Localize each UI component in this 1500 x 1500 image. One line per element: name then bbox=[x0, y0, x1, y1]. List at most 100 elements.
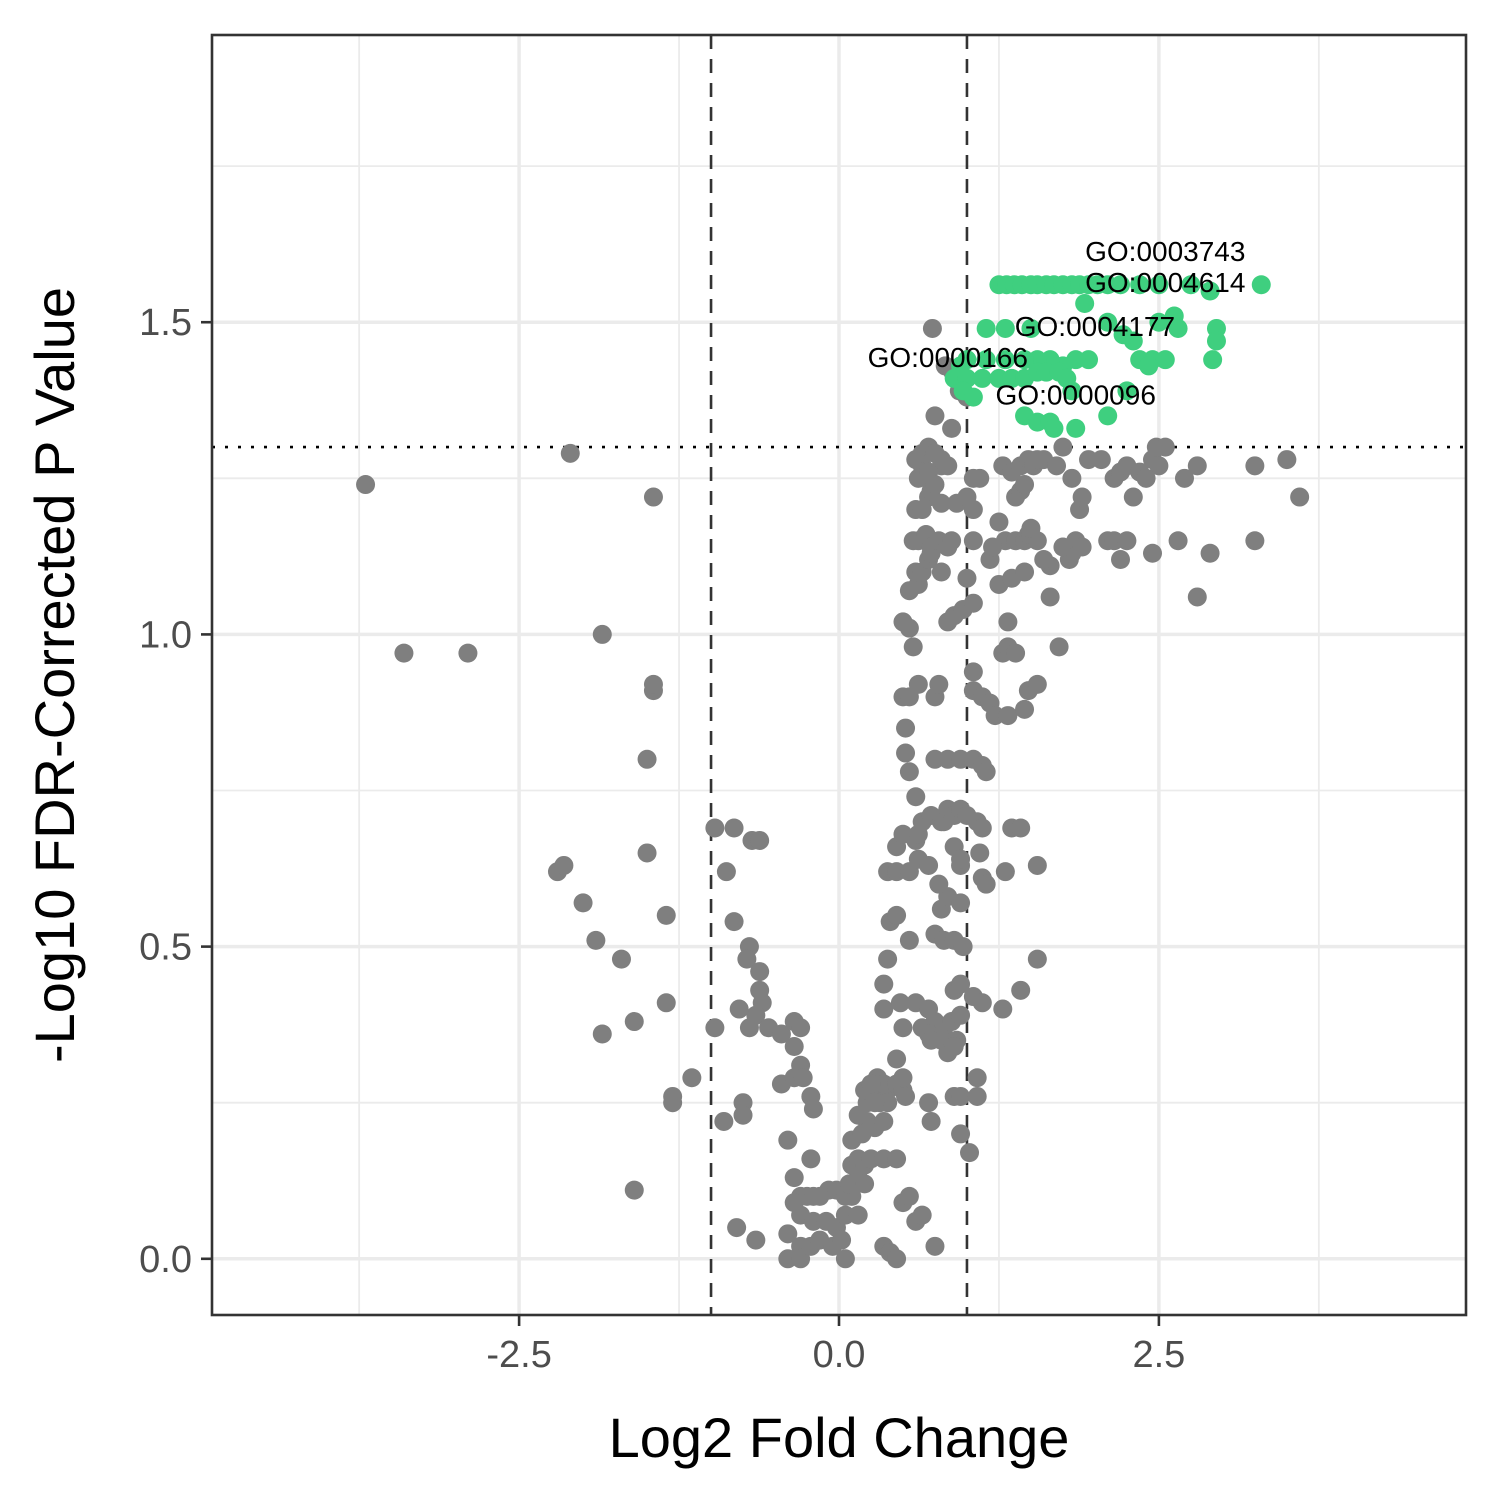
non-significant-point bbox=[791, 1018, 811, 1038]
go-term-label: GO:0003743 bbox=[1085, 236, 1245, 267]
non-significant-point bbox=[778, 1130, 798, 1150]
non-significant-point bbox=[921, 1111, 941, 1131]
go-term-label: GO:0004614 bbox=[1085, 267, 1245, 298]
non-significant-point bbox=[976, 762, 996, 782]
significant-point bbox=[1203, 350, 1223, 370]
non-significant-point bbox=[682, 1068, 702, 1088]
non-significant-point bbox=[656, 993, 676, 1013]
non-significant-point bbox=[929, 874, 949, 894]
non-significant-point bbox=[1027, 855, 1047, 875]
x-tick-label: 0.0 bbox=[813, 1334, 866, 1376]
significant-point bbox=[1066, 418, 1086, 438]
non-significant-point bbox=[963, 662, 983, 682]
non-significant-point bbox=[1011, 818, 1031, 838]
non-significant-point bbox=[793, 1068, 813, 1088]
non-significant-point bbox=[922, 318, 942, 338]
x-tick-label: 2.5 bbox=[1132, 1334, 1185, 1376]
non-significant-point bbox=[1049, 637, 1069, 657]
non-significant-point bbox=[925, 1236, 945, 1256]
significant-point bbox=[1130, 275, 1150, 295]
non-significant-point bbox=[963, 500, 983, 520]
y-tick-label: 1.5 bbox=[139, 302, 192, 344]
non-significant-point bbox=[1027, 674, 1047, 694]
significant-point bbox=[1149, 312, 1169, 332]
non-significant-point bbox=[963, 593, 983, 613]
x-axis-title: Log2 Fold Change bbox=[609, 1406, 1070, 1469]
non-significant-point bbox=[714, 1111, 734, 1131]
non-significant-point bbox=[724, 912, 744, 932]
non-significant-point bbox=[976, 874, 996, 894]
significant-point bbox=[976, 350, 996, 370]
non-significant-point bbox=[1200, 543, 1220, 563]
non-significant-point bbox=[643, 674, 663, 694]
non-significant-point bbox=[737, 949, 757, 969]
non-significant-point bbox=[1149, 456, 1169, 476]
non-significant-point bbox=[887, 1149, 907, 1169]
non-significant-point bbox=[1006, 643, 1026, 663]
non-significant-point bbox=[1245, 456, 1265, 476]
non-significant-point bbox=[560, 443, 580, 463]
y-tick-label: 0.5 bbox=[139, 927, 192, 969]
non-significant-point bbox=[908, 674, 928, 694]
non-significant-point bbox=[832, 1230, 852, 1250]
non-significant-point bbox=[887, 1049, 907, 1069]
significant-point bbox=[1123, 331, 1143, 351]
non-significant-point bbox=[951, 974, 971, 994]
non-significant-point bbox=[919, 1093, 939, 1113]
significant-point bbox=[1098, 312, 1118, 332]
non-significant-point bbox=[1187, 456, 1207, 476]
significant-point bbox=[1075, 293, 1095, 313]
non-significant-point bbox=[750, 830, 770, 850]
non-significant-point bbox=[1117, 531, 1137, 551]
non-significant-point bbox=[1290, 487, 1310, 507]
non-significant-point bbox=[951, 849, 971, 869]
non-significant-point bbox=[771, 1024, 791, 1044]
non-significant-point bbox=[1174, 468, 1194, 488]
non-significant-point bbox=[733, 1105, 753, 1125]
non-significant-point bbox=[972, 818, 992, 838]
significant-point bbox=[1200, 281, 1220, 301]
non-significant-point bbox=[944, 1037, 964, 1057]
non-significant-point bbox=[643, 487, 663, 507]
non-significant-point bbox=[778, 1224, 798, 1244]
non-significant-point bbox=[972, 993, 992, 1013]
non-significant-point bbox=[951, 1086, 971, 1106]
non-significant-point bbox=[1155, 437, 1175, 457]
non-significant-point bbox=[611, 949, 631, 969]
significant-point bbox=[972, 368, 992, 388]
non-significant-point bbox=[899, 930, 919, 950]
x-tick-label: -2.5 bbox=[486, 1334, 551, 1376]
non-significant-point bbox=[919, 855, 939, 875]
non-significant-point bbox=[960, 1143, 980, 1163]
non-significant-point bbox=[970, 468, 990, 488]
non-significant-point bbox=[925, 406, 945, 426]
non-significant-point bbox=[1015, 562, 1035, 582]
y-tick-label: 0.0 bbox=[139, 1239, 192, 1281]
non-significant-point bbox=[890, 993, 910, 1013]
non-significant-point bbox=[1040, 587, 1060, 607]
non-significant-point bbox=[705, 818, 725, 838]
non-significant-point bbox=[1123, 487, 1143, 507]
non-significant-point bbox=[1021, 518, 1041, 538]
y-axis-title: -Log10 FDR-Corrected P Value bbox=[23, 287, 86, 1063]
non-significant-point bbox=[356, 475, 376, 495]
non-significant-point bbox=[967, 1068, 987, 1088]
non-significant-point bbox=[1245, 531, 1265, 551]
significant-point bbox=[1098, 406, 1118, 426]
non-significant-point bbox=[931, 493, 951, 513]
non-significant-point bbox=[906, 787, 926, 807]
non-significant-point bbox=[1091, 450, 1111, 470]
non-significant-point bbox=[957, 568, 977, 588]
non-significant-point bbox=[1168, 531, 1188, 551]
significant-point bbox=[1181, 275, 1201, 295]
non-significant-point bbox=[931, 562, 951, 582]
non-significant-point bbox=[899, 1186, 919, 1206]
non-significant-point bbox=[931, 450, 951, 470]
y-tick-label: 1.0 bbox=[139, 614, 192, 656]
non-significant-point bbox=[903, 637, 923, 657]
non-significant-point bbox=[656, 905, 676, 925]
